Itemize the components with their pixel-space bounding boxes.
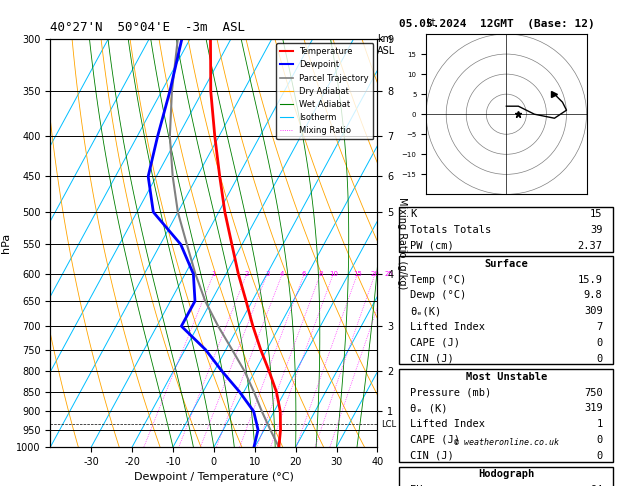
Text: 25: 25 (385, 271, 394, 277)
Text: 4: 4 (280, 271, 284, 277)
Y-axis label: Mixing Ratio (g/kg): Mixing Ratio (g/kg) (398, 197, 407, 289)
Text: CIN (J): CIN (J) (410, 353, 454, 364)
Text: 3: 3 (265, 271, 269, 277)
Text: Most Unstable: Most Unstable (465, 372, 547, 382)
Text: 6: 6 (302, 271, 306, 277)
Bar (399, 369, 613, 462)
Text: 20: 20 (370, 271, 379, 277)
Text: 0: 0 (596, 435, 603, 445)
Text: Totals Totals: Totals Totals (410, 225, 491, 235)
Text: 0: 0 (596, 338, 603, 348)
Text: kt: kt (426, 17, 436, 28)
Text: 0: 0 (596, 451, 603, 461)
Text: Pressure (mb): Pressure (mb) (410, 387, 491, 398)
Bar (399, 257, 613, 364)
Text: 10: 10 (329, 271, 338, 277)
Text: 319: 319 (584, 403, 603, 414)
Text: 15: 15 (353, 271, 362, 277)
Text: K: K (410, 209, 416, 219)
Text: PW (cm): PW (cm) (410, 241, 454, 251)
Text: © weatheronline.co.uk: © weatheronline.co.uk (454, 438, 559, 447)
Text: 2.37: 2.37 (577, 241, 603, 251)
Text: 2: 2 (245, 271, 249, 277)
Text: 05.05.2024  12GMT  (Base: 12): 05.05.2024 12GMT (Base: 12) (399, 19, 595, 30)
Text: LCL: LCL (381, 420, 396, 429)
Text: km
ASL: km ASL (377, 34, 396, 55)
Text: 750: 750 (584, 387, 603, 398)
Text: 8: 8 (318, 271, 323, 277)
Bar (399, 207, 613, 252)
Text: Dewp (°C): Dewp (°C) (410, 290, 466, 300)
Text: Lifted Index: Lifted Index (410, 419, 485, 429)
Text: Temp (°C): Temp (°C) (410, 275, 466, 285)
Text: θₑ (K): θₑ (K) (410, 403, 448, 414)
Text: 1: 1 (211, 271, 216, 277)
Text: 15.9: 15.9 (577, 275, 603, 285)
Text: 7: 7 (596, 322, 603, 332)
Text: 40°27'N  50°04'E  -3m  ASL: 40°27'N 50°04'E -3m ASL (50, 20, 245, 34)
Legend: Temperature, Dewpoint, Parcel Trajectory, Dry Adiabat, Wet Adiabat, Isotherm, Mi: Temperature, Dewpoint, Parcel Trajectory… (276, 43, 373, 139)
Text: 9.8: 9.8 (584, 290, 603, 300)
Text: Lifted Index: Lifted Index (410, 322, 485, 332)
Text: CIN (J): CIN (J) (410, 451, 454, 461)
Text: CAPE (J): CAPE (J) (410, 338, 460, 348)
Text: θₑ(K): θₑ(K) (410, 306, 442, 316)
Text: 15: 15 (590, 209, 603, 219)
Text: 94: 94 (590, 485, 603, 486)
Bar (399, 467, 613, 486)
Y-axis label: hPa: hPa (1, 233, 11, 253)
Text: 309: 309 (584, 306, 603, 316)
X-axis label: Dewpoint / Temperature (°C): Dewpoint / Temperature (°C) (134, 472, 294, 483)
Text: 1: 1 (596, 419, 603, 429)
Text: Surface: Surface (484, 259, 528, 269)
Text: EH: EH (410, 485, 423, 486)
Text: CAPE (J): CAPE (J) (410, 435, 460, 445)
Text: 39: 39 (590, 225, 603, 235)
Text: 0: 0 (596, 353, 603, 364)
Text: Hodograph: Hodograph (478, 469, 535, 479)
